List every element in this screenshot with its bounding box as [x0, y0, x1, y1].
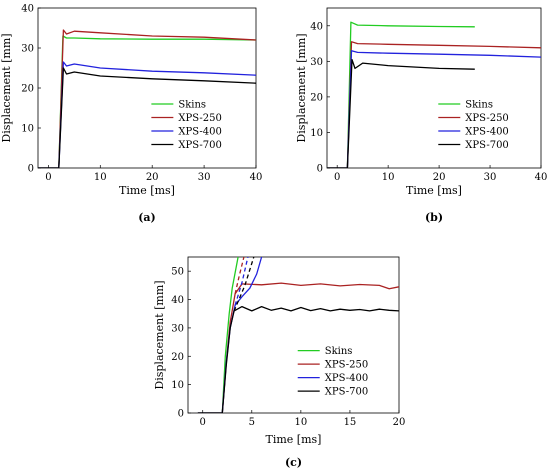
legend-a: Skins XPS-250 XPS-400 XPS-700 — [151, 100, 222, 151]
legend-label: Skins — [465, 100, 493, 111]
series-line-skins — [197, 257, 239, 413]
y-tick-label: 20 — [171, 352, 184, 363]
x-tick-label: 10 — [294, 417, 307, 428]
x-axis-label: Time [ms] — [266, 433, 322, 446]
y-tick-label: 50 — [171, 267, 184, 278]
y-tick-label: 10 — [21, 124, 34, 135]
y-tick-label: 40 — [21, 4, 34, 15]
series-line-skins — [38, 35, 256, 168]
x-tick-label: 20 — [146, 172, 159, 183]
x-tick-label: 0 — [200, 417, 206, 428]
series-extension-xps-250 — [234, 257, 245, 295]
legend-c: Skins XPS-250 XPS-400 XPS-700 — [297, 346, 369, 398]
legend-label: Skins — [178, 100, 206, 111]
plot-frame-c — [187, 256, 400, 414]
y-tick-label: 10 — [310, 128, 323, 139]
legend-label: XPS-400 — [178, 127, 222, 138]
y-axis-label: Displacement [mm] — [295, 33, 308, 142]
y-tick-label: 20 — [310, 92, 323, 103]
legend-label: XPS-700 — [178, 140, 222, 151]
series-line-xps-700 — [197, 305, 399, 413]
x-tick-label: 0 — [45, 172, 51, 183]
panel-label: (b) — [425, 211, 443, 224]
x-tick-label: 0 — [334, 172, 340, 183]
series-extension-xps-400 — [234, 257, 249, 306]
y-tick-label: 10 — [171, 380, 184, 391]
x-tick-label: 20 — [393, 417, 406, 428]
y-tick-label: 0 — [178, 409, 184, 420]
legend-label: XPS-250 — [465, 113, 509, 124]
y-axis-label: Displacement [mm] — [0, 33, 13, 142]
series-line-skins — [327, 21, 475, 168]
series-line-xps-250 — [38, 29, 256, 168]
series-line-xps-700 — [327, 58, 475, 168]
y-tick-label: 20 — [21, 84, 34, 95]
y-tick-label: 40 — [171, 295, 184, 306]
x-tick-label: 20 — [433, 172, 446, 183]
x-tick-label: 40 — [535, 172, 548, 183]
x-tick-label: 30 — [198, 172, 211, 183]
legend-label: Skins — [325, 346, 353, 357]
x-tick-label: 30 — [484, 172, 497, 183]
panel-a: 0 10 20 30 40 0 10 20 30 40 Time [ms] Displacemen… — [0, 4, 262, 225]
series-extension-xps-700 — [233, 257, 255, 312]
x-tick-label: 10 — [94, 172, 107, 183]
x-tick-label: 40 — [250, 172, 263, 183]
legend-label: XPS-700 — [465, 140, 509, 151]
x-tick-label: 15 — [344, 417, 357, 428]
x-tick-label: 5 — [249, 417, 255, 428]
legend-label: XPS-400 — [465, 127, 509, 138]
legend-label: XPS-250 — [178, 113, 222, 124]
panel-c: 0 5 10 15 20 0 10 20 30 40 50 Time [ms] Displaceme… — [153, 256, 406, 469]
panel-b: 0 10 20 30 40 0 10 20 30 40 Time [ms] Displacemen… — [295, 7, 548, 224]
panel-label: (a) — [138, 211, 156, 224]
x-axis-label: Time [ms] — [119, 184, 175, 197]
series-line-xps-700 — [38, 67, 256, 168]
panel-label: (c) — [285, 456, 302, 469]
y-tick-label: 30 — [21, 44, 34, 55]
legend-b: Skins XPS-250 XPS-400 XPS-700 — [438, 100, 509, 151]
y-tick-label: 30 — [310, 57, 323, 68]
legend-label: XPS-400 — [325, 373, 369, 384]
series-line-xps-250 — [327, 41, 541, 168]
x-axis-label: Time [ms] — [406, 184, 462, 197]
legend-label: XPS-700 — [325, 387, 369, 398]
y-tick-label: 0 — [317, 164, 323, 175]
y-axis-label: Displacement [mm] — [153, 280, 166, 389]
plot-frame-b — [326, 7, 542, 169]
y-tick-label: 30 — [171, 323, 184, 334]
x-tick-label: 10 — [382, 172, 395, 183]
y-tick-label: 0 — [28, 164, 34, 175]
legend-label: XPS-250 — [325, 360, 369, 371]
y-tick-label: 40 — [310, 21, 323, 32]
